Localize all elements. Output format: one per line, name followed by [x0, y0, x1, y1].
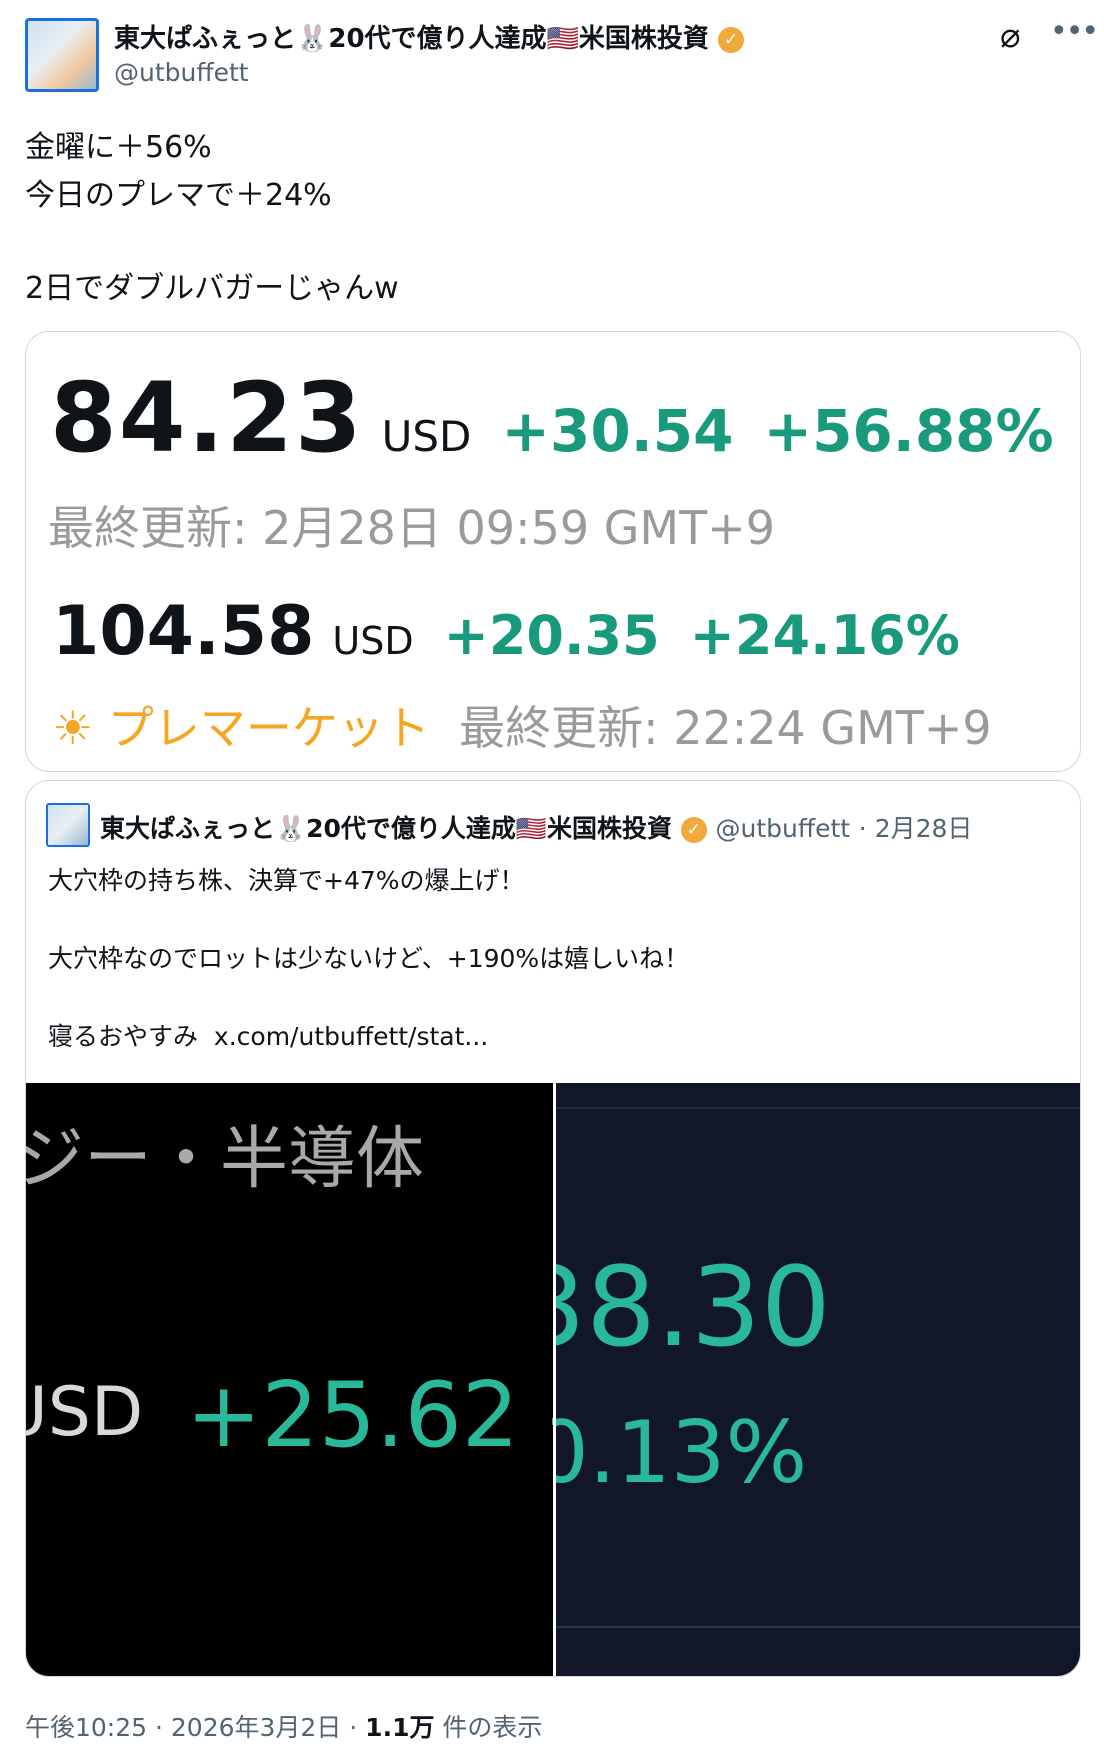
avatar[interactable]: [25, 18, 99, 92]
post-timestamp[interactable]: 午後10:25 · 2026年3月2日 ·: [25, 1713, 366, 1742]
tweet-link[interactable]: x.com/utbuffett/stat...: [213, 1022, 489, 1051]
quoted-image-right[interactable]: 38.30 0.13%: [556, 1083, 1080, 1676]
sun-icon: ☀: [52, 701, 94, 755]
views-label: 件の表示: [434, 1713, 543, 1742]
author-name[interactable]: 東大ぱふぇっと🐰20代で億り人達成🇺🇸米国株投資 ✓: [114, 18, 744, 55]
grok-icon[interactable]: ⌀: [1000, 16, 1021, 56]
quoted-text-line: 大穴枠の持ち株、決算で+47%の爆上げ！: [48, 866, 525, 895]
price-row: 84.23 USD +30.54 +56.88%: [50, 362, 1054, 474]
currency: USD: [381, 412, 472, 461]
change: +20.35: [443, 604, 660, 667]
change: +30.54: [501, 397, 734, 465]
more-icon[interactable]: •••: [1050, 14, 1099, 49]
change-percent: +24.16%: [689, 604, 960, 667]
quoted-text-line: 寝るおやすみ: [48, 1022, 199, 1051]
post-date: · 2月28日: [858, 814, 973, 843]
quoted-tweet[interactable]: 東大ぱふぇっと🐰20代で億り人達成🇺🇸米国株投資 ✓ @utbuffett · …: [25, 780, 1081, 1677]
tweet-footer: 午後10:25 · 2026年3月2日 · 1.1万 件の表示: [25, 1708, 542, 1744]
image-text: +25.62 -: [186, 1363, 553, 1468]
last-updated: 最終更新: 2月28日 09:59 GMT+9: [48, 501, 775, 555]
price: 84.23: [50, 362, 364, 474]
image-text: 38.30: [556, 1243, 831, 1371]
tweet-text-line: 金曜に＋56%: [25, 130, 212, 165]
author-handle: @utbuffett: [715, 814, 851, 843]
currency: USD: [332, 619, 414, 663]
quoted-text-line: 大穴枠なのでロットは少ないけど、+190%は嬉しいね！: [48, 944, 690, 973]
verified-badge-icon: ✓: [718, 26, 744, 53]
image-text: ジー・半導体: [26, 1120, 425, 1199]
author-name: 東大ぱふぇっと🐰20代で億り人達成🇺🇸米国株投資: [100, 814, 673, 843]
change-percent: +56.88%: [763, 397, 1054, 465]
premarket-price-row: 104.58 USD +20.35 +24.16%: [52, 592, 960, 671]
tweet-text-line: 今日のプレマで＋24%: [25, 178, 332, 213]
image-text: 0.13%: [556, 1403, 808, 1503]
author-handle[interactable]: @utbuffett: [114, 58, 249, 87]
avatar: [46, 803, 90, 847]
premarket-label: プレマーケット: [107, 701, 430, 755]
price: 104.58: [52, 592, 315, 671]
tweet-text-line: 2日でダブルバガーじゃんw: [25, 271, 399, 306]
image-text: USD: [26, 1373, 144, 1452]
stock-quote-image[interactable]: 84.23 USD +30.54 +56.88% 最終更新: 2月28日 09:59 …: [25, 331, 1081, 772]
view-count: 1.1万: [365, 1713, 435, 1742]
quoted-image-left[interactable]: ジー・半導体 USD +25.62 -: [26, 1083, 553, 1676]
verified-badge-icon: ✓: [680, 817, 707, 843]
last-updated: 最終更新: 22:24 GMT+9: [459, 701, 992, 755]
